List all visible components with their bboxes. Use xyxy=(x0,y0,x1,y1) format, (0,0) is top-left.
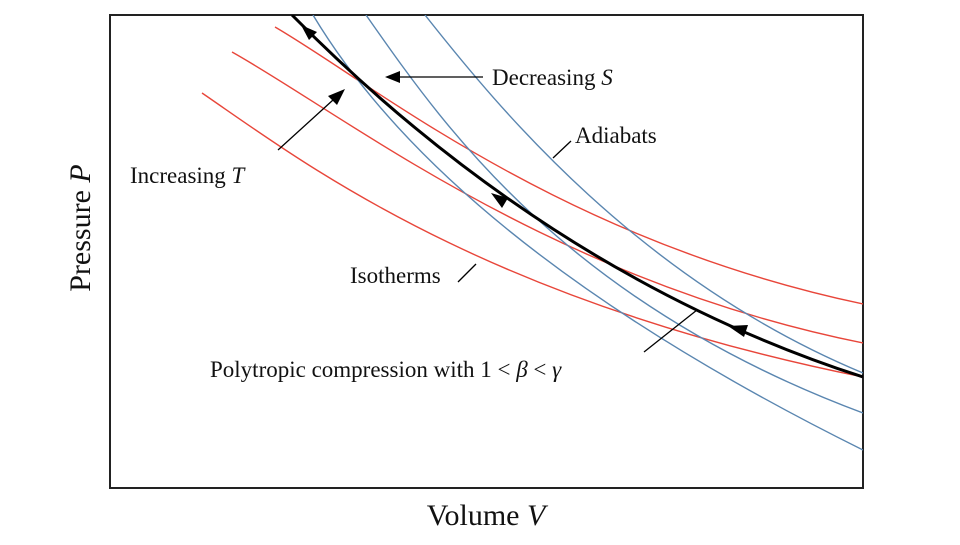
polytropic-label: Polytropic compression with 1 < β < γ xyxy=(210,357,562,382)
increasing-t-label: Increasing T xyxy=(130,163,247,188)
adiabat-curve xyxy=(365,15,863,414)
decreasing-s-label: Decreasing S xyxy=(492,65,613,90)
adiabats-leader-line xyxy=(552,140,572,159)
less-than-symbol: < xyxy=(528,357,552,382)
increasing-t-text: Increasing xyxy=(130,163,232,188)
adiabat-curve xyxy=(424,15,863,374)
y-axis-variable: P xyxy=(64,164,97,183)
isotherm-curve xyxy=(231,51,863,344)
isotherm-curve xyxy=(274,26,863,305)
process-arrow-icon xyxy=(491,193,508,208)
isotherms-label: Isotherms xyxy=(350,263,441,288)
increasing-t-arrowhead-icon xyxy=(328,89,345,105)
increasing-t-variable: T xyxy=(232,163,247,188)
y-axis-label-text: Pressure xyxy=(64,183,97,292)
decreasing-s-arrowhead-icon xyxy=(385,71,400,83)
process-arrow-icon xyxy=(301,25,317,40)
process-arrow-icon xyxy=(728,325,748,337)
isotherm-curve xyxy=(201,92,863,378)
adiabat-curve xyxy=(312,15,863,451)
x-axis-label-text: Volume xyxy=(427,499,527,532)
y-axis-label: Pressure P xyxy=(64,164,97,291)
adiabats-label: Adiabats xyxy=(575,123,657,148)
polytropic-leader-line xyxy=(643,309,698,353)
x-axis-variable: V xyxy=(527,499,549,532)
polytropic-process-curve xyxy=(290,15,863,379)
decreasing-s-variable: S xyxy=(601,65,613,90)
isotherms-leader-line xyxy=(457,263,477,283)
x-axis-label: Volume V xyxy=(427,499,549,532)
decreasing-s-text: Decreasing xyxy=(492,65,601,90)
plot-frame xyxy=(109,14,864,489)
gamma-symbol: γ xyxy=(552,357,562,382)
beta-symbol: β xyxy=(515,357,528,382)
polytropic-text: Polytropic compression with 1 < xyxy=(210,357,516,382)
increasing-t-pointer-line xyxy=(277,99,334,151)
